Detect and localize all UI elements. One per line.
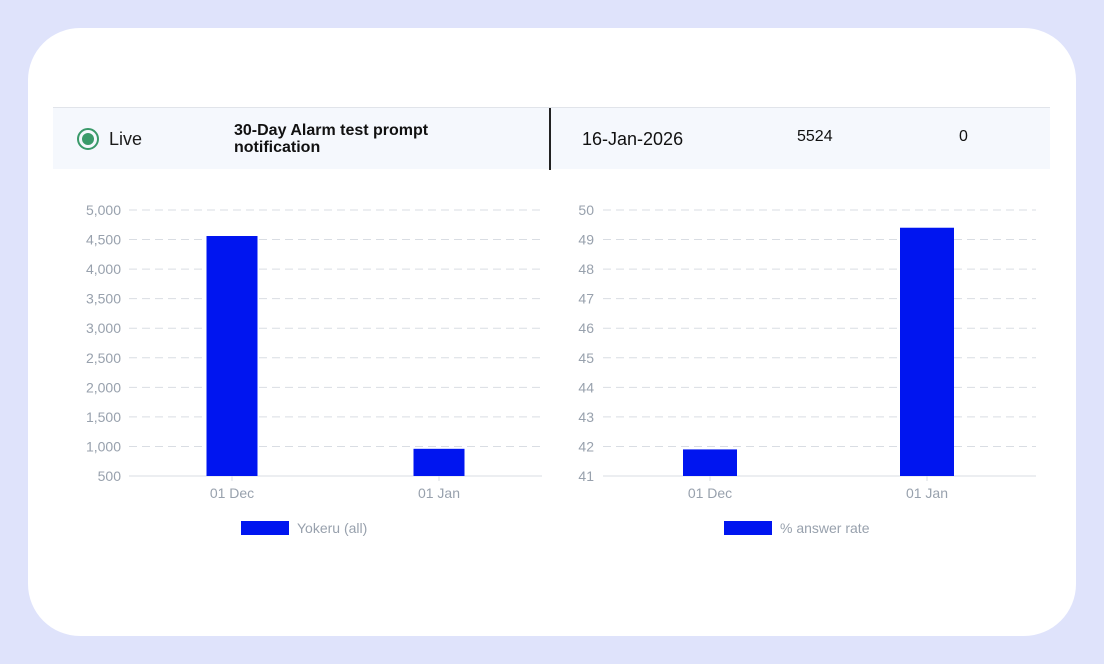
campaign-count: 5524 — [797, 128, 833, 145]
y-tick-label: 1,500 — [86, 409, 121, 425]
live-status-icon — [77, 128, 99, 150]
chart-1: 500 1,000 1,500 2,000 2,500 3,000 3,500 4,000 4,… — [86, 202, 542, 536]
y-tick-label: 43 — [578, 409, 594, 425]
y-tick-label: 2,000 — [86, 379, 121, 395]
bar-2[interactable] — [900, 227, 954, 476]
status: Live — [77, 128, 142, 150]
x-tick-label: 01 Jan — [906, 485, 948, 501]
bar-1[interactable] — [683, 449, 737, 476]
legend-label[interactable]: Yokeru (all) — [297, 520, 367, 536]
x-tick-label: 01 Dec — [210, 485, 254, 501]
y-tick-label: 3,500 — [86, 291, 121, 307]
bar-2[interactable] — [413, 448, 465, 476]
y-tick-label: 5,000 — [86, 202, 121, 218]
y-tick-label: 48 — [578, 261, 594, 277]
legend-label[interactable]: % answer rate — [780, 520, 870, 536]
y-tick-label: 50 — [578, 202, 594, 218]
y-tick-label: 45 — [578, 350, 594, 366]
column-divider — [549, 108, 551, 170]
y-tick-label: 4,000 — [86, 261, 121, 277]
y-tick-label: 42 — [578, 438, 594, 454]
legend-swatch[interactable] — [241, 521, 289, 535]
y-tick-label: 2,500 — [86, 350, 121, 366]
y-tick-label: 3,000 — [86, 320, 121, 336]
status-label: Live — [109, 128, 143, 149]
y-tick-label: 44 — [578, 379, 594, 395]
x-tick-label: 01 Dec — [688, 485, 732, 501]
campaign-second-value: 0 — [959, 128, 968, 145]
y-tick-label: 41 — [578, 468, 594, 484]
chart-2: 41 42 43 44 45 46 47 48 49 50 01 Dec 01 Jan % answer… — [578, 202, 1036, 536]
y-tick-label: 1,000 — [86, 438, 121, 454]
y-tick-label: 46 — [578, 320, 594, 336]
y-tick-label: 500 — [98, 468, 122, 484]
bar-1[interactable] — [206, 236, 258, 476]
y-tick-label: 4,500 — [86, 232, 121, 248]
y-tick-label: 47 — [578, 291, 594, 307]
legend-swatch[interactable] — [724, 521, 772, 535]
campaign-row[interactable]: Live 30-Day Alarm test prompt notificati… — [53, 107, 1050, 170]
x-tick-label: 01 Jan — [418, 485, 460, 501]
campaign-title: 30-Day Alarm test prompt notification — [234, 122, 429, 156]
campaign-date: 16-Jan-2026 — [582, 129, 684, 149]
y-tick-label: 49 — [578, 232, 594, 248]
